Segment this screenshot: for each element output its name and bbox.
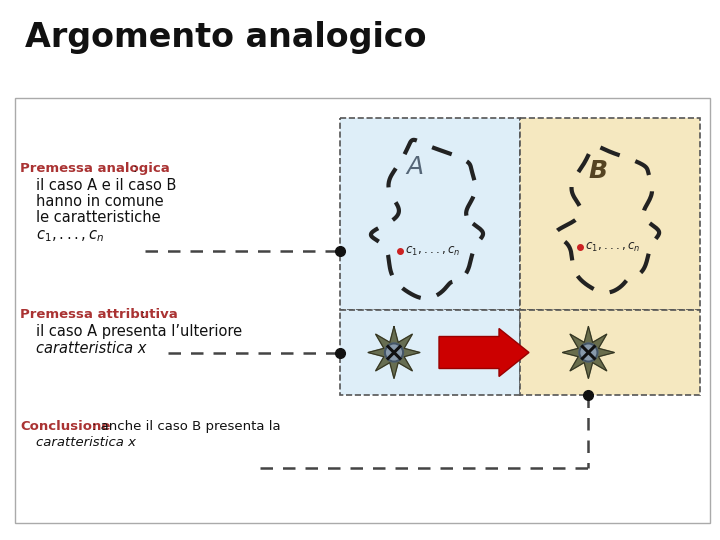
Text: il caso A e il caso B: il caso A e il caso B [36, 178, 176, 193]
Text: caratteristica x: caratteristica x [36, 436, 136, 449]
Text: $c_1,...,c_n$: $c_1,...,c_n$ [405, 245, 460, 258]
Text: B: B [588, 159, 608, 183]
Text: : anche il caso B presenta la: : anche il caso B presenta la [92, 420, 281, 433]
Text: Premessa attributiva: Premessa attributiva [20, 308, 178, 321]
FancyArrow shape [439, 328, 529, 376]
Text: :: : [140, 308, 145, 321]
Circle shape [385, 343, 403, 362]
Polygon shape [555, 146, 659, 293]
Text: :: : [133, 162, 138, 175]
Polygon shape [368, 327, 420, 379]
Text: Conclusione: Conclusione [20, 420, 110, 433]
Circle shape [580, 343, 598, 362]
Polygon shape [371, 140, 483, 299]
Bar [520, 118, 700, 310]
Text: hanno in comune: hanno in comune [36, 194, 163, 209]
Text: A: A [406, 155, 423, 179]
Text: il caso A presenta l’ulteriore: il caso A presenta l’ulteriore [36, 324, 242, 339]
Bar [340, 310, 520, 395]
Text: $c_1,...,c_n$: $c_1,...,c_n$ [585, 240, 640, 254]
Bar [15, 98, 710, 523]
Text: le caratteristiche: le caratteristiche [36, 210, 161, 225]
Text: $c_1,...,c_n$: $c_1,...,c_n$ [36, 228, 104, 244]
Bar [340, 118, 520, 310]
Bar [520, 310, 700, 395]
Text: caratteristica x: caratteristica x [36, 341, 146, 356]
Text: Argomento analogico: Argomento analogico [25, 22, 426, 55]
Polygon shape [562, 327, 614, 379]
Text: Premessa analogica: Premessa analogica [20, 162, 170, 175]
